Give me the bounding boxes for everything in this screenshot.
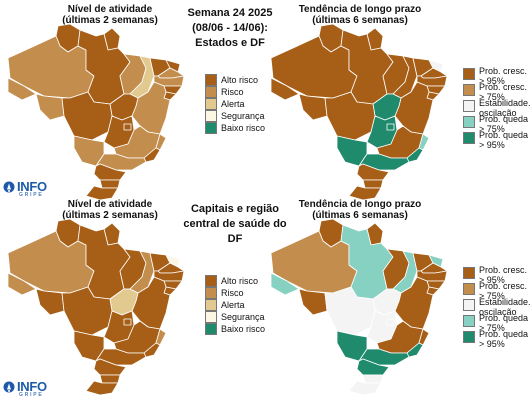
state-rs [348,380,382,395]
state-ac [7,272,37,296]
top-week-title: Semana 24 2025 (08/06 - 14/06): Estados … [187,7,273,49]
bottom-capitals-title: Capitais e região central de saúde do DF [183,203,287,245]
state-ba [394,81,434,135]
state-ro [298,288,328,316]
state-df [386,123,395,131]
bottom-risk-legend: Alto risco Risco Alerta Segurança Baixo … [205,275,275,337]
legend-swatch [463,299,475,311]
infogripe-logo: INFO GRIPE [3,379,53,399]
state-ba [131,276,171,330]
bottom-activity-title: Nível de atividade (últimas 2 semanas) [62,199,158,221]
state-df [123,123,132,131]
legend-swatch [463,100,475,112]
top-trend-map [270,23,448,200]
legend-swatch [205,311,217,323]
legend-swatch [205,74,217,86]
state-rs [85,380,119,395]
legend-swatch [463,267,475,279]
state-ro [35,93,65,121]
legend-swatch [463,283,475,295]
legend-swatch [463,116,475,128]
top-activity-title: Nível de atividade (últimas 2 semanas) [62,4,158,26]
bottom-activity-map [7,218,185,395]
legend-swatch [463,132,475,144]
state-sc [99,179,121,189]
legend-swatch [463,84,475,96]
state-ac [7,77,37,101]
state-df [386,318,395,326]
state-pr [93,358,127,376]
state-sc [362,179,384,189]
top-trend-title: Tendência de longo prazo (últimas 6 sema… [298,4,422,26]
top-risk-legend: Alto risco Risco Alerta Segurança Baixo … [205,74,275,136]
bottom-trend-map [270,218,448,395]
state-ba [394,276,434,330]
state-ro [298,93,328,121]
state-df [123,318,132,326]
legend-swatch [205,98,217,110]
infogripe-logo-icon [3,381,15,393]
legend-swatch [463,68,475,80]
state-pr [356,163,390,181]
bottom-trend-legend: Prob. cresc. > 95% Prob. cresc. > 75% Esta… [463,265,530,349]
legend-swatch [205,110,217,122]
state-ac [270,272,300,296]
state-sc [362,374,384,384]
legend-swatch [205,323,217,335]
top-activity-map [7,23,185,200]
state-sc [99,374,121,384]
legend-swatch [205,287,217,299]
legend-swatch [205,86,217,98]
bottom-trend-title: Tendência de longo prazo (últimas 6 sema… [298,199,422,221]
state-ro [35,288,65,316]
infogripe-logo-icon [3,181,15,193]
state-pr [93,163,127,181]
state-rs [348,185,382,200]
top-trend-legend: Prob. cresc. > 95% Prob. cresc. > 75% Esta… [463,66,530,150]
state-pr [356,358,390,376]
legend-swatch [463,315,475,327]
legend-swatch [205,122,217,134]
state-ba [131,81,171,135]
state-ac [270,77,300,101]
state-rs [85,185,119,200]
infogripe-logo: INFO GRIPE [3,179,53,199]
legend-swatch [463,331,475,343]
legend-swatch [205,299,217,311]
legend-swatch [205,275,217,287]
